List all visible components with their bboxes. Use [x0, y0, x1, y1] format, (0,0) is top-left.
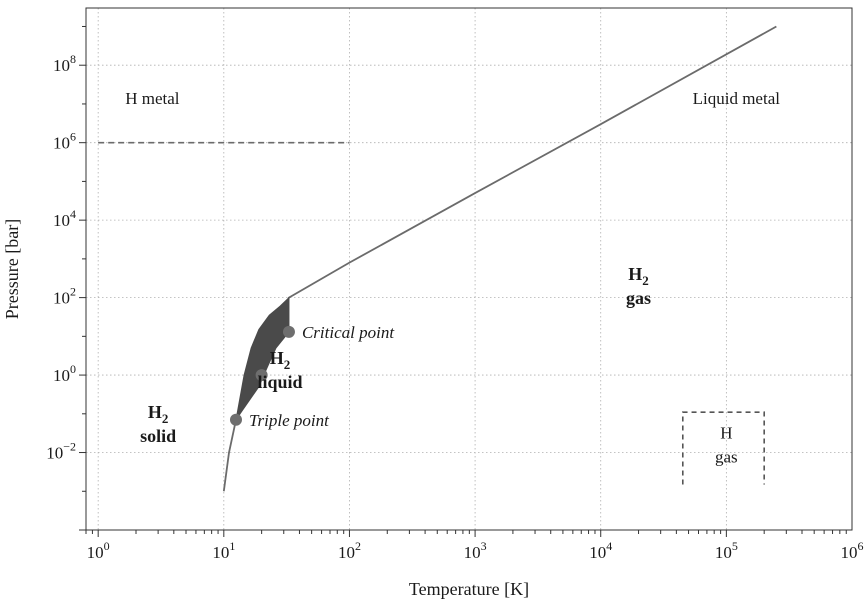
h-metal-label: H metal [125, 89, 180, 108]
y-axis-title: Pressure [bar] [2, 219, 22, 319]
triple-point-label: Triple point [249, 411, 330, 430]
x-tick-label: 100 [87, 539, 110, 562]
region-label-line-2: liquid [257, 372, 302, 392]
y-tick-label: 104 [53, 207, 76, 230]
y-tick-label: 100 [53, 362, 76, 385]
liquid-region-fill [235, 296, 290, 421]
triple-point-marker [229, 413, 242, 426]
region-label-line-2: gas [626, 288, 651, 308]
x-tick-label: 103 [464, 539, 487, 562]
region-label-line-1: H2 [270, 348, 291, 372]
liquid-point-marker [255, 369, 268, 382]
axis-ticks [79, 25, 847, 537]
critical-point-label: Critical point [302, 323, 395, 342]
region-label-line-1: H2 [148, 402, 169, 426]
x-tick-label: 104 [589, 539, 612, 562]
x-tick-label: 105 [715, 539, 738, 562]
h-gas-dashed-box [681, 411, 765, 485]
region-label-line-1: H [720, 423, 732, 442]
y-tick-label: 108 [53, 52, 76, 75]
x-axis-title: Temperature [K] [409, 579, 529, 599]
critical-point-marker [282, 325, 295, 338]
y-tick-label: 102 [53, 285, 76, 308]
x-tick-label: 101 [212, 539, 235, 562]
y-tick-label: 106 [53, 130, 76, 153]
y-tick-label: 10−2 [46, 440, 76, 463]
liquid-metal-label: Liquid metal [693, 89, 781, 108]
x-tick-label: 106 [841, 539, 864, 562]
x-tick-label: 102 [338, 539, 361, 562]
region-label-line-2: solid [140, 426, 176, 446]
region-label-line-2: gas [715, 447, 738, 466]
region-label-line-1: H2 [628, 264, 649, 288]
